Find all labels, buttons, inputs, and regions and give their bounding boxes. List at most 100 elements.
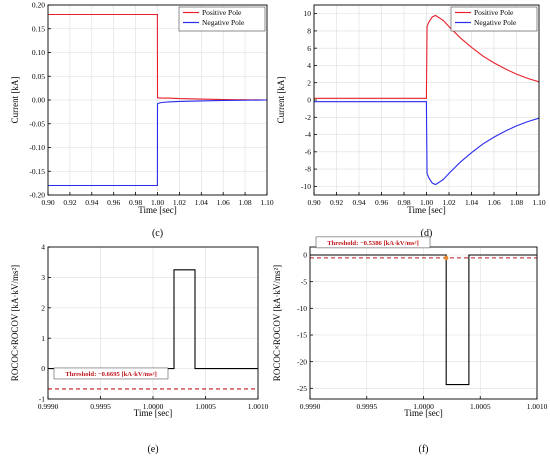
y-tick-label: -6 [305, 147, 311, 156]
x-tick-label: 1.06 [217, 198, 230, 207]
y-tick-label: -0.05 [29, 119, 45, 128]
panel-caption: (d) [421, 228, 433, 239]
x-tick-label: 0.96 [107, 198, 120, 207]
x-tick-label: 1.10 [532, 198, 545, 207]
threshold-label: Threshold: −0.5386 [kA·kV/ms²] [327, 240, 419, 247]
chart-panel-4: 0.9990 0.9995 1.0000 1.0005 1.0010 -25 -20 -15 -… [272, 236, 548, 455]
y-tick-label: -15 [297, 331, 307, 340]
x-tick-label: 0.90 [41, 198, 54, 207]
y-tick-label: -5 [301, 277, 307, 286]
legend-box [178, 6, 266, 32]
x-tick-label: 0.98 [397, 198, 410, 207]
x-tick-label: 0.92 [63, 198, 76, 207]
legend-label: Negative Pole [202, 18, 245, 27]
legend-box [450, 6, 538, 32]
chart-panel-3: 0.9990 0.9995 1.0000 1.0005 1.0010 -1 0 1 2 3 4 Tim… [10, 243, 269, 455]
x-tick-label: 1.04 [195, 198, 208, 207]
x-tick-label: 1.10 [260, 198, 273, 207]
y-tick-label: 0.05 [32, 72, 45, 81]
y-tick-label: 2 [307, 78, 311, 87]
y-tick-label: -0.15 [29, 167, 45, 176]
x-tick-label: 0.9995 [90, 402, 111, 411]
legend-label: Positive Pole [474, 8, 514, 17]
series-line-1 [48, 13, 267, 101]
x-axis-label: Time [sec] [134, 408, 172, 418]
x-axis-label: Time [sec] [404, 408, 442, 418]
x-tick-label: 1.00 [420, 198, 433, 207]
y-tick-label: -20 [297, 357, 307, 366]
y-axis-label: Current [kA] [276, 77, 286, 124]
y-tick-label: 10 [304, 9, 312, 18]
y-tick-label: 0.00 [32, 96, 45, 105]
x-tick-label: 1.0005 [470, 402, 491, 411]
grid [309, 247, 538, 399]
y-tick-label: 1 [41, 334, 45, 343]
y-tick-label: 0.15 [32, 24, 45, 33]
y-tick-label: 6 [307, 44, 311, 53]
series-line-2 [48, 99, 267, 187]
panel-caption: (c) [152, 228, 163, 239]
x-tick-label: 1.04 [465, 198, 478, 207]
threshold-box [315, 236, 431, 249]
x-tick-label: 0.9990 [300, 402, 321, 411]
y-tick-label: -1 [39, 395, 45, 404]
series-line-1 [314, 14, 539, 99]
y-tick-label: -10 [301, 182, 311, 191]
y-tick-label: 3 [41, 273, 45, 282]
y-tick-label: -10 [297, 304, 307, 313]
y-tick-label: 0 [41, 364, 45, 373]
panel-caption: (f) [419, 444, 429, 455]
x-axis-label: Time [sec] [138, 205, 176, 215]
x-tick-label: 1.0005 [195, 402, 216, 411]
y-tick-label: 0.10 [32, 48, 45, 57]
y-tick-label: 0.20 [32, 1, 45, 10]
x-tick-label: 0.94 [85, 198, 98, 207]
y-tick-label: 4 [307, 61, 311, 70]
x-tick-label: 0.94 [352, 198, 365, 207]
y-tick-label: 0 [303, 251, 307, 260]
series-line-1 [310, 254, 537, 386]
threshold-label: Threshold: −0.6695 [kA·kV/ms²] [65, 371, 157, 378]
y-tick-label: -8 [305, 165, 311, 174]
panel-caption: (e) [147, 444, 158, 455]
chart-panel-1: 0.90 0.92 0.94 0.96 0.98 1.00 1.02 1.04 1.06 1.08… [10, 1, 274, 239]
threshold-marker [444, 255, 449, 261]
y-axis-label: ROCOC×ROCOV [kA·kV/ms²] [10, 265, 20, 381]
y-axis-label: ROCOC×ROCOV [kA·kV/ms²] [272, 265, 282, 381]
x-tick-label: 1.00 [151, 198, 164, 207]
x-tick-label: 0.90 [307, 198, 320, 207]
y-axis-label: Current [kA] [10, 77, 20, 124]
chart-panel-2: 0.90 0.92 0.94 0.96 0.98 1.00 1.02 1.04 1.06 1.08… [276, 4, 546, 239]
y-tick-label: -25 [297, 384, 307, 393]
y-tick-label: 4 [41, 243, 45, 252]
x-tick-label: 1.0000 [143, 402, 164, 411]
y-tick-label: -2 [305, 113, 311, 122]
x-tick-label: 1.08 [510, 198, 523, 207]
x-tick-label: 0.92 [330, 198, 343, 207]
x-axis-label: Time [sec] [407, 205, 445, 215]
x-tick-label: 1.0010 [248, 402, 269, 411]
threshold-box [53, 367, 169, 380]
x-tick-label: 1.02 [173, 198, 186, 207]
x-tick-label: 1.02 [442, 198, 455, 207]
x-tick-label: 1.0010 [527, 402, 548, 411]
legend-label: Positive Pole [202, 8, 242, 17]
y-tick-label: 0 [307, 96, 311, 105]
x-tick-label: 1.0000 [413, 402, 434, 411]
x-tick-label: 0.9995 [356, 402, 377, 411]
x-tick-label: 0.96 [375, 198, 388, 207]
y-tick-label: 2 [41, 303, 45, 312]
y-tick-label: 8 [307, 27, 311, 36]
legend-label: Negative Pole [474, 18, 517, 27]
y-tick-label: -4 [305, 130, 311, 139]
x-tick-label: 0.98 [129, 198, 142, 207]
y-tick-label: -0.20 [29, 191, 45, 200]
x-tick-label: 1.08 [239, 198, 252, 207]
y-tick-label: -0.10 [29, 143, 45, 152]
x-tick-label: 0.9990 [38, 402, 59, 411]
x-tick-label: 1.06 [487, 198, 500, 207]
series-line-2 [314, 101, 539, 186]
